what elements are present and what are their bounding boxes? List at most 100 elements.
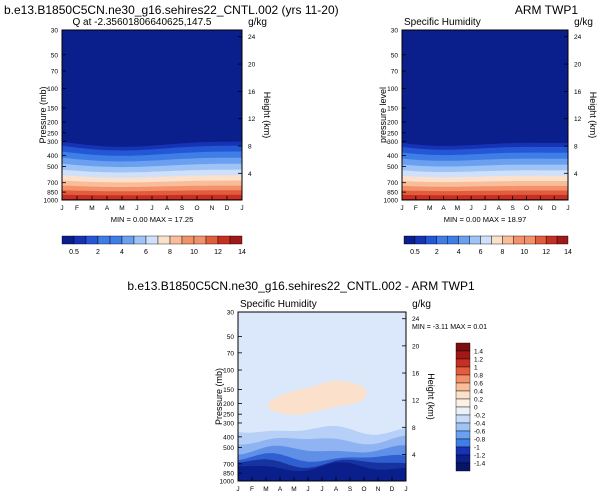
- colorbar-label: 0.2: [474, 397, 483, 404]
- figure-title: b.e13.B1850C5CN.ne30_g16.sehires22_CNTL.…: [4, 3, 339, 17]
- month-tick-label: A: [334, 486, 339, 493]
- colorbar-swatch: [455, 398, 471, 408]
- pressure-tick-label: 500: [47, 164, 58, 171]
- pressure-tick-label: 100: [47, 86, 58, 93]
- colorbar-swatch: [455, 382, 471, 392]
- pressure-tick-label: 300: [387, 139, 398, 146]
- pressure-tick-label: 850: [47, 190, 58, 197]
- pressure-tick-label: 150: [387, 106, 398, 113]
- colorbar-swatch: [455, 446, 471, 456]
- colorbar-label: 10: [190, 249, 198, 256]
- panel-source-title: ARM TWP1: [515, 3, 578, 17]
- month-tick-label: S: [348, 486, 353, 493]
- units-label: g/kg: [412, 299, 431, 310]
- month-tick-label: O: [194, 205, 199, 212]
- month-tick-label: J: [306, 486, 309, 493]
- month-tick-label: D: [390, 486, 395, 493]
- month-tick-label: J: [135, 205, 138, 212]
- month-tick-label: J: [566, 205, 569, 212]
- colorbar-label: 4: [120, 249, 124, 256]
- height-tick-label: 24: [574, 34, 582, 41]
- colorbar-swatch: [480, 235, 492, 245]
- pressure-tick-label: 200: [47, 119, 58, 126]
- pressure-tick-label: 850: [223, 471, 234, 478]
- colorbar-swatch: [455, 438, 471, 448]
- colorbar-swatch: [229, 235, 243, 245]
- pressure-tick-label: 70: [227, 350, 235, 357]
- colorbar-label: 2: [435, 249, 439, 256]
- min-max-stats: MIN = 0.00 MAX = 17.25: [111, 215, 194, 224]
- month-tick-label: A: [278, 486, 283, 493]
- month-tick-label: A: [441, 205, 446, 212]
- pressure-tick-label: 400: [387, 153, 398, 160]
- height-tick-label: 4: [574, 171, 578, 178]
- pressure-tick-label: 300: [223, 420, 234, 427]
- height-tick-label: 16: [412, 371, 420, 378]
- pressure-tick-label: 150: [223, 387, 234, 394]
- height-tick-label: 20: [248, 62, 256, 69]
- month-tick-label: N: [376, 486, 381, 493]
- month-tick-label: J: [240, 205, 243, 212]
- colorbar-label: 14: [238, 249, 246, 256]
- colorbar-swatch: [556, 235, 569, 245]
- units-label: g/kg: [248, 17, 267, 28]
- colorbar-label: 8: [500, 249, 504, 256]
- month-tick-label: O: [524, 205, 529, 212]
- height-tick-label: 4: [412, 452, 416, 459]
- month-tick-label: J: [236, 486, 239, 493]
- pressure-tick-label: 100: [223, 368, 234, 375]
- pressure-tick-label: 250: [223, 412, 234, 419]
- min-max-stats: MIN = 0.00 MAX = 18.97: [444, 215, 527, 224]
- colorbar-label: 12: [542, 249, 550, 256]
- colorbar-swatch: [455, 454, 471, 464]
- pressure-tick-label: 250: [47, 130, 58, 137]
- pressure-tick-label: 200: [223, 401, 234, 408]
- month-tick-label: J: [400, 205, 403, 212]
- right-axis-label: Height (km): [262, 92, 272, 139]
- colorbar-label: -1.4: [474, 461, 486, 468]
- pressure-tick-label: 50: [391, 52, 399, 59]
- colorbar-label: -0.2: [474, 413, 486, 420]
- colorbar-swatch: [545, 235, 558, 245]
- pressure-tick-label: 400: [223, 434, 234, 441]
- colorbar-label: 6: [144, 249, 148, 256]
- colorbar-label: 4: [457, 249, 461, 256]
- pressure-tick-label: 200: [387, 119, 398, 126]
- month-tick-label: S: [510, 205, 515, 212]
- colorbar-swatch: [73, 235, 87, 245]
- pressure-tick-label: 150: [47, 106, 58, 113]
- colorbar-swatch: [217, 235, 231, 245]
- height-tick-label: 8: [574, 144, 578, 151]
- colorbar-label: 0.6: [474, 381, 483, 388]
- colorbar-swatch: [491, 235, 503, 245]
- colorbar-label: -0.6: [474, 429, 486, 436]
- pressure-tick-label: 700: [47, 180, 58, 187]
- month-tick-label: J: [320, 486, 323, 493]
- month-tick-label: D: [552, 205, 557, 212]
- colorbar-swatch: [425, 235, 438, 245]
- colorbar-label: -0.8: [474, 437, 486, 444]
- height-tick-label: 12: [574, 116, 582, 123]
- height-tick-label: 24: [248, 34, 256, 41]
- colorbar-label: 2: [96, 249, 100, 256]
- min-max-stats: MIN = -3.11 MAX = 0.01: [412, 324, 487, 331]
- month-tick-label: F: [75, 205, 79, 212]
- colorbar-swatch: [455, 366, 471, 376]
- colorbar-swatch: [455, 390, 471, 400]
- colorbar-swatch: [535, 235, 547, 245]
- colorbar-label: 0.5: [69, 249, 79, 256]
- colorbar-label: 8: [168, 249, 172, 256]
- panel-title: Specific Humidity: [404, 17, 481, 28]
- colorbar-label: 10: [520, 249, 528, 256]
- colorbar-swatch: [455, 358, 471, 368]
- negative-anomaly-band: [238, 462, 406, 481]
- colorbar-swatch: [61, 235, 75, 245]
- height-tick-label: 20: [574, 62, 582, 69]
- height-tick-label: 16: [248, 89, 256, 96]
- units-label: g/kg: [574, 17, 593, 28]
- colorbar-label: -1: [474, 445, 480, 452]
- colorbar-swatch: [455, 374, 471, 384]
- pressure-tick-label: 700: [223, 461, 234, 468]
- colorbar-swatch: [145, 235, 159, 245]
- panel-difference-humidity: Specific Humidity g/kg3050701001502002503…: [214, 299, 487, 493]
